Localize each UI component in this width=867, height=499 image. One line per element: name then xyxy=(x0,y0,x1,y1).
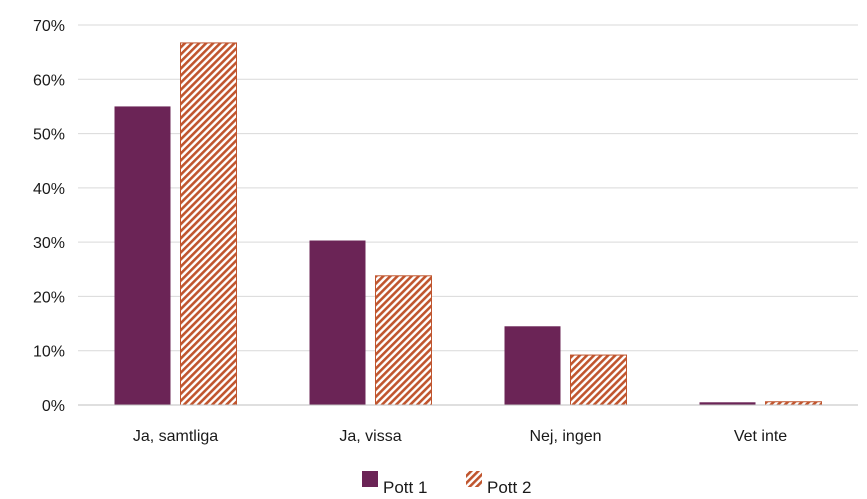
x-tick-label: Nej, ingen xyxy=(529,428,601,445)
y-tick-label: 40% xyxy=(33,181,65,198)
y-tick-label: 50% xyxy=(33,127,65,144)
y-tick-label: 10% xyxy=(33,344,65,361)
y-tick-label: 0% xyxy=(42,398,65,415)
bar-pott-1 xyxy=(114,106,171,405)
x-tick-label: Ja, samtliga xyxy=(133,428,218,445)
bar-pott-1 xyxy=(699,402,756,405)
legend-label: Pott 1 xyxy=(383,478,427,497)
bars xyxy=(114,42,822,406)
y-tick-label: 60% xyxy=(33,72,65,89)
legend-swatch xyxy=(362,471,378,487)
bar-pott-2 xyxy=(570,354,627,406)
legend-label: Pott 2 xyxy=(487,478,531,497)
y-tick-label: 70% xyxy=(33,18,65,35)
bar-pott-1 xyxy=(309,240,366,405)
bar-pott-2 xyxy=(180,42,237,406)
y-tick-label: 30% xyxy=(33,235,65,252)
x-tick-label: Ja, vissa xyxy=(339,428,401,445)
legend-swatch xyxy=(466,471,482,487)
legend: Pott 1 Pott 2 xyxy=(362,471,531,497)
y-tick-label: 20% xyxy=(33,289,65,306)
y-axis-tick-labels: 0% 10% 20% 30% 40% 50% 60% 70% xyxy=(33,18,65,415)
bar-pott-2 xyxy=(375,275,432,406)
x-axis-tick-labels: Ja, samtliga Ja, vissa Nej, ingen Vet inte xyxy=(133,428,787,445)
bar-pott-1 xyxy=(504,326,561,405)
x-tick-label: Vet inte xyxy=(734,428,787,445)
